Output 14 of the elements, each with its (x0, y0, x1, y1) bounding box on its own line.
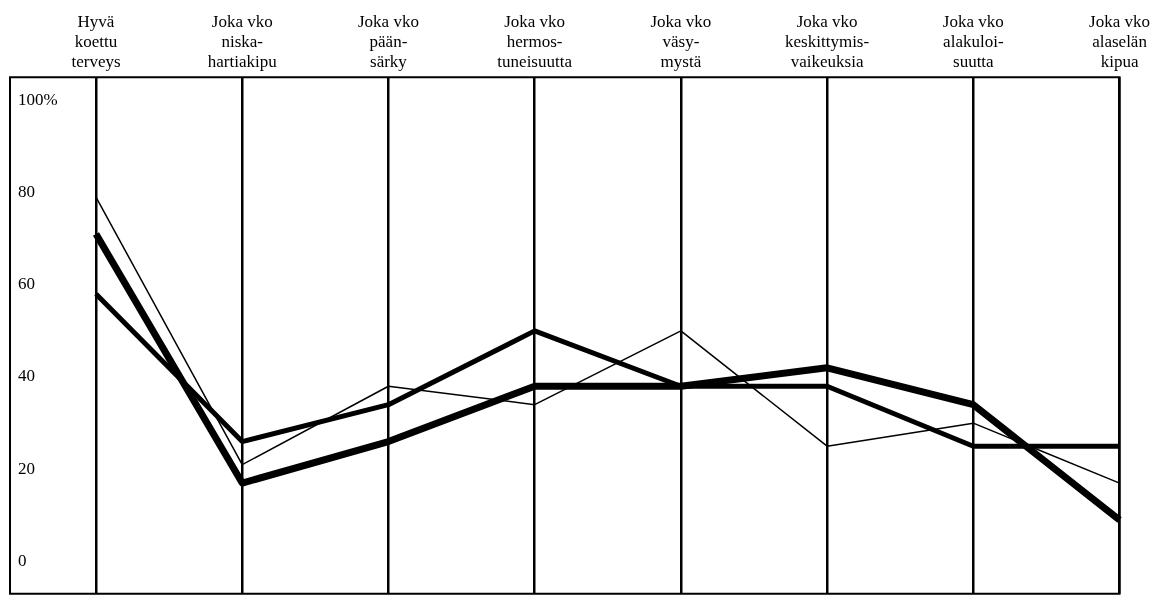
x-tick-label: Joka vko pään- särky (357, 11, 419, 72)
x-tick-label: Hyvä koettu terveys (71, 11, 121, 72)
x-tick-label: Joka vko keskittymis- vaikeuksia (785, 11, 870, 72)
y-tick-label: 0 (18, 550, 27, 570)
y-tick-label: 60 (18, 274, 35, 294)
x-tick-label: Joka vko alakuloi- suutta (942, 11, 1004, 72)
x-tick-label: Joka vko niska- hartiakipu (207, 11, 278, 72)
x-tick-label: Joka vko hermos- tuneisuutta (497, 11, 573, 72)
y-tick-label: 40 (18, 366, 35, 386)
x-tick-label: Joka vko alaselän kipua (1089, 11, 1151, 72)
x-tick-label: Joka vko väsy- mystä (650, 11, 712, 72)
y-tick-label: 20 (18, 458, 35, 478)
y-tick-label: 100% (18, 89, 58, 109)
y-tick-label: 80 (18, 181, 35, 201)
